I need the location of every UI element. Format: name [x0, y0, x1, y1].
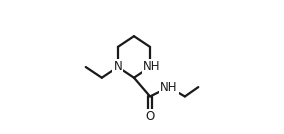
Text: NH: NH	[143, 60, 160, 74]
Text: O: O	[145, 110, 155, 123]
Text: NH: NH	[160, 81, 178, 94]
Text: N: N	[114, 60, 122, 74]
